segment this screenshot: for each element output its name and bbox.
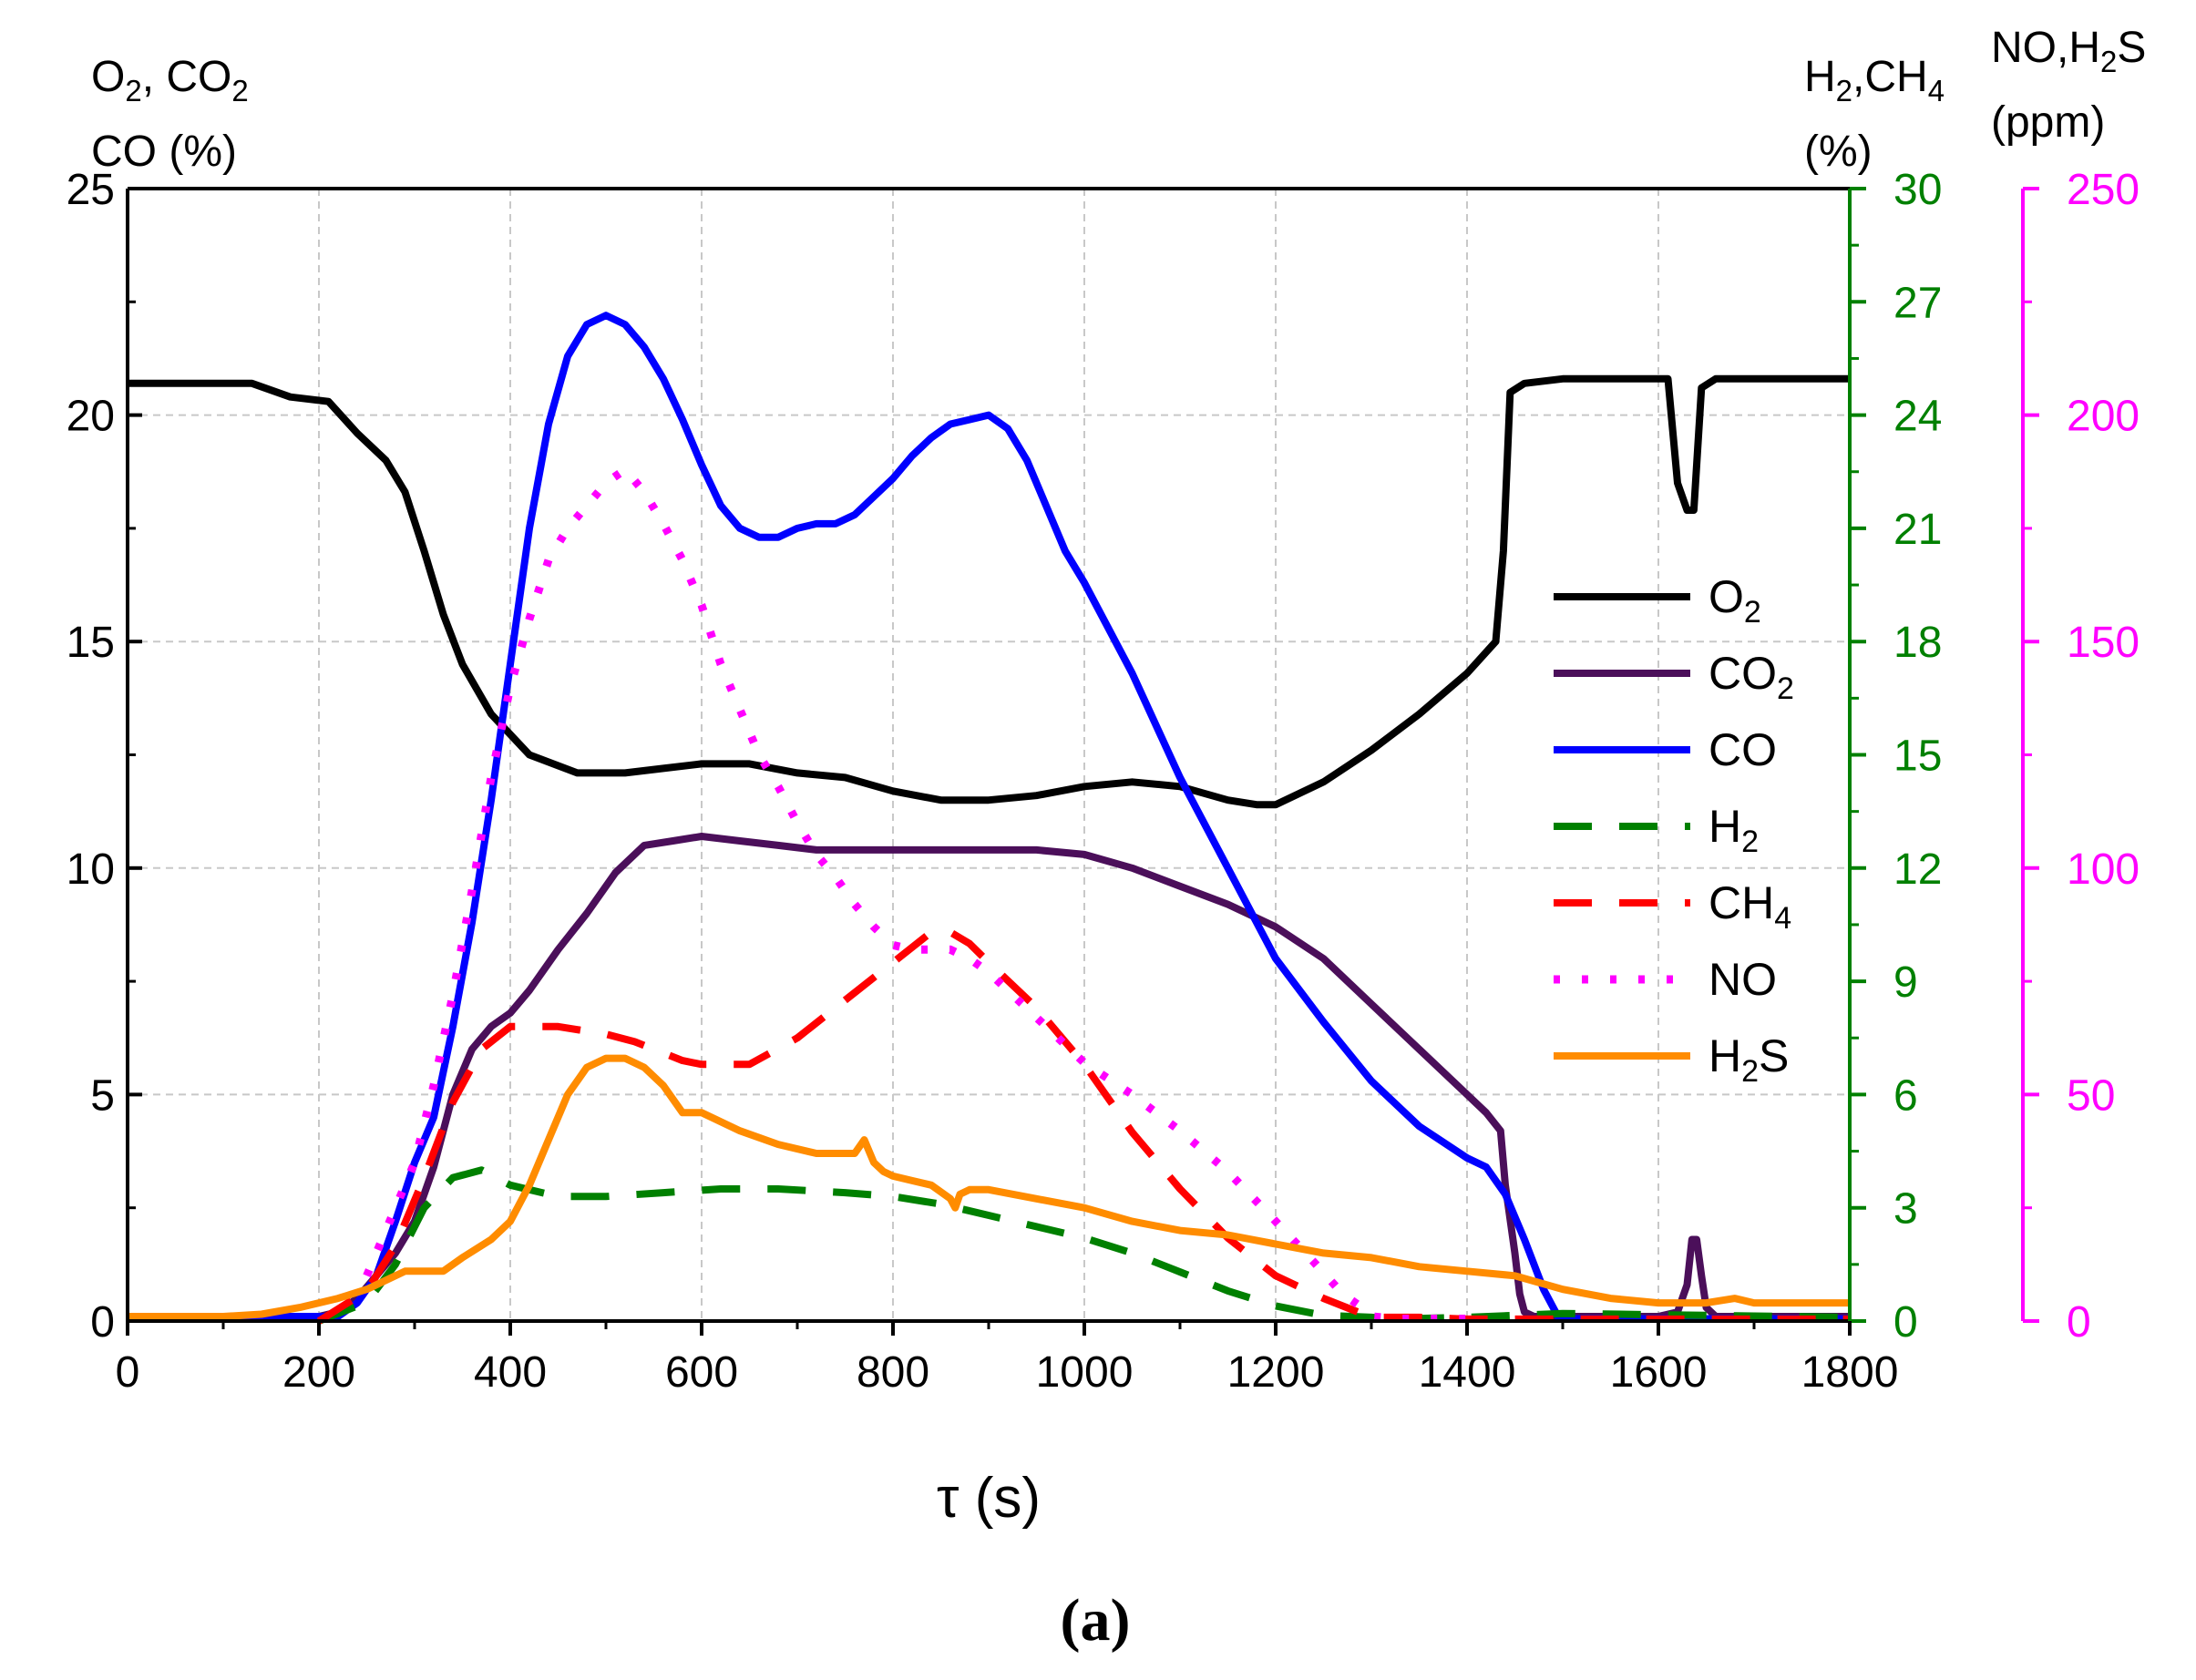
x-axis-tick-label: 1800 xyxy=(1801,1348,1899,1397)
series-line-co2 xyxy=(128,833,1850,1320)
left-axis-title-line1-part: 2 xyxy=(125,74,141,108)
right2-axis-tick-label: 200 xyxy=(2067,393,2140,441)
legend-label-o2: O2 xyxy=(1709,571,1761,630)
series-line-co xyxy=(128,312,1850,1323)
legend-label-o2-part: 2 xyxy=(1744,595,1761,630)
right2-axis-tick-label: 150 xyxy=(2067,619,2140,667)
grid-lines xyxy=(128,189,1850,1321)
legend-label-co2-part: CO xyxy=(1709,648,1777,699)
right2-axis-title-line1: NO,H2S xyxy=(1991,24,2146,78)
x-axis-tick-label: 600 xyxy=(665,1348,738,1397)
left-axis-tick-label: 10 xyxy=(67,845,115,894)
legend-label-h2-part: H xyxy=(1709,801,1741,852)
left-axis-title-line1-part: , CO xyxy=(142,53,232,101)
legend-label-h2s-part: 2 xyxy=(1741,1054,1759,1089)
right1-axis-tick-label: 6 xyxy=(1893,1071,1918,1120)
left-axis-title-line1: O2, CO2 xyxy=(91,53,249,108)
x-axis-tick-label: 1400 xyxy=(1419,1348,1516,1397)
right1-axis-title-line1-part: 4 xyxy=(1928,74,1945,108)
series-lines xyxy=(128,312,1851,1325)
left-axis-title-line2: CO (%) xyxy=(91,128,237,176)
x-axis-title: τ (s) xyxy=(937,1467,1041,1530)
x-axis-tick-label: 1600 xyxy=(1610,1348,1708,1397)
left-axis-tick-label: 25 xyxy=(67,166,115,214)
left-axis-title-line1-part: 2 xyxy=(231,74,248,108)
x-axis-tick-label: 200 xyxy=(282,1348,355,1397)
legend-label-ch4-part: CH xyxy=(1709,877,1774,928)
right2-axis-tick-label: 100 xyxy=(2067,845,2140,894)
right1-axis-tick-label: 24 xyxy=(1893,393,1942,441)
right2-axis-title-line1-part: 2 xyxy=(2100,45,2117,78)
right1-axis-tick-label: 21 xyxy=(1893,506,1942,554)
legend-label-ch4-part: 4 xyxy=(1774,901,1791,936)
left-axis-tick-label: 15 xyxy=(67,619,115,667)
right1-axis-tick-label: 3 xyxy=(1893,1185,1918,1234)
right1-axis-tick-label: 15 xyxy=(1893,732,1942,781)
left-axis-tick-label: 5 xyxy=(90,1071,115,1120)
legend-label-co2-part: 2 xyxy=(1777,671,1794,706)
right1-axis-tick-label: 9 xyxy=(1893,958,1918,1007)
x-axis-tick-label: 1000 xyxy=(1036,1348,1134,1397)
right1-axis-tick-label: 12 xyxy=(1893,845,1942,894)
right1-axis-tick-label: 30 xyxy=(1893,166,1942,214)
right1-axis-title-line1-part: ,CH xyxy=(1852,53,1928,101)
series-line-h2s xyxy=(128,1054,1850,1320)
x-axis-tick-label: 800 xyxy=(857,1348,929,1397)
right1-axis-title-line1: H2,CH4 xyxy=(1804,53,1945,108)
panel-label: (a) xyxy=(1061,1587,1131,1654)
right1-axis-tick-label: 18 xyxy=(1893,619,1942,667)
right2-axis-tick-label: 0 xyxy=(2067,1298,2091,1347)
left-axis-tick-label: 20 xyxy=(67,393,115,441)
legend-label-co: CO xyxy=(1709,724,1777,775)
right2-axis-title-line1-part: NO,H xyxy=(1991,24,2100,72)
right1-axis-tick-label: 0 xyxy=(1893,1298,1918,1347)
x-axis-tick-label: 400 xyxy=(474,1348,547,1397)
series-line-ch4 xyxy=(316,928,1850,1325)
legend-label-h2s-part: H xyxy=(1709,1030,1741,1081)
legend-label-ch4: CH4 xyxy=(1709,877,1791,936)
right2-axis-title-line2: (ppm) xyxy=(1991,98,2105,147)
right1-axis-title-line2: (%) xyxy=(1804,128,1873,176)
left-axis-tick-label: 0 xyxy=(90,1298,115,1347)
x-axis: 0 200 400 600 800 1000 1200 1400 1600 1800 xyxy=(116,1321,1899,1397)
x-axis-tick-label: 1200 xyxy=(1227,1348,1325,1397)
right1-axis-title-line1-part: 2 xyxy=(1836,74,1852,108)
legend-label-h2s: H2S xyxy=(1709,1030,1789,1089)
right2-axis-tick-label: 250 xyxy=(2067,166,2140,214)
legend-label-co-part: CO xyxy=(1709,724,1777,775)
x-axis-tick-label: 0 xyxy=(116,1348,140,1397)
legend-label-h2: H2 xyxy=(1709,801,1759,859)
right1-axis-tick-label: 27 xyxy=(1893,279,1942,327)
right2-axis-title-line1-part: S xyxy=(2117,24,2146,72)
series-line-h2 xyxy=(317,1166,1851,1325)
legend-label-h2-part: 2 xyxy=(1741,825,1759,859)
legend-label-co2: CO2 xyxy=(1709,648,1794,706)
right1-axis-title-line1-part: H xyxy=(1804,53,1836,101)
legend-label-no-part: NO xyxy=(1709,954,1777,1005)
legend-label-no: NO xyxy=(1709,954,1777,1005)
left-axis-title-line1-part: O xyxy=(91,53,125,101)
legend-label-o2-part: O xyxy=(1709,571,1744,622)
plot-frame xyxy=(126,187,1850,1323)
series-line-o2 xyxy=(128,374,1850,809)
legend-label-h2s-part: S xyxy=(1759,1030,1789,1081)
right2-axis-tick-label: 50 xyxy=(2067,1071,2115,1120)
